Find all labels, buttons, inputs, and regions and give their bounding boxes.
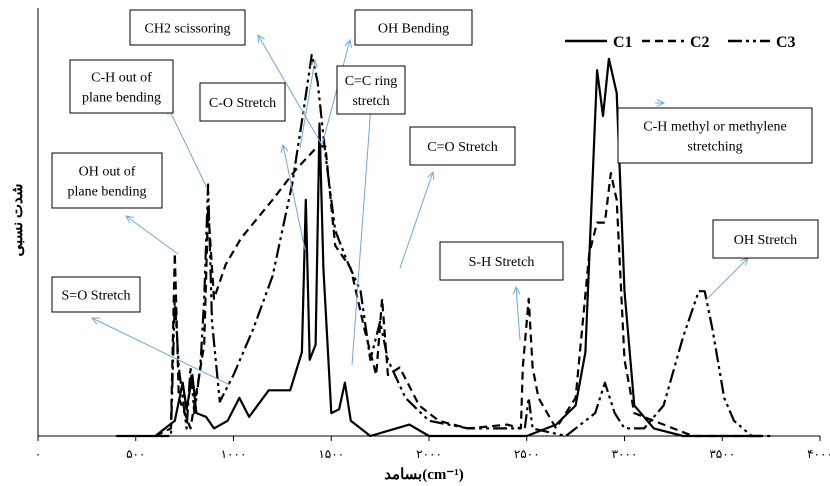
annotation-arrow: [167, 106, 208, 189]
annotation-text: stretch: [352, 94, 389, 109]
legend: C1 C2 C3: [565, 34, 796, 51]
annotation-boxes: CH2 scissoring OH Bending C-H out of plane …: [51, 9, 819, 313]
annotation-text: C-O Stretch: [209, 96, 276, 111]
y-axis-title: شدت نسبی: [10, 184, 26, 257]
annotation-arrow: [125, 215, 179, 255]
x-tick-label: ۳۵۰۰: [709, 447, 735, 461]
x-tick-label: ۱۵۰۰: [318, 447, 344, 461]
annotation-text: OH Stretch: [734, 233, 797, 248]
annotation-arrow: [705, 257, 749, 301]
annotation-ohstretch: OH Stretch: [712, 219, 819, 259]
annotation-so: S=O Stretch: [51, 276, 141, 313]
annotation-arrowhead: [125, 215, 134, 224]
x-tick-label: ۳۰۰۰: [612, 447, 638, 461]
annotation-arrowhead: [257, 34, 265, 44]
annotation-co: C-O Stretch: [199, 82, 286, 122]
annotation-cdo: C=O Stretch: [409, 126, 516, 166]
annotation-arrowhead: [344, 38, 352, 48]
annotation-arrowhead: [427, 170, 435, 181]
legend-label-c1: C1: [613, 34, 633, 51]
annotation-arrow: [299, 59, 316, 149]
annotation-ccring: C=C ring stretch: [336, 65, 406, 115]
annotation-box: [199, 82, 286, 122]
annotation-text: OH Bending: [378, 22, 449, 37]
series-line-c3: [155, 53, 772, 438]
annotation-sh: S-H Stretch: [439, 241, 564, 281]
annotation-arrowhead: [656, 99, 666, 107]
annotation-box: [439, 241, 564, 281]
legend-label-c3: C3: [776, 34, 796, 51]
annotation-box: [617, 107, 813, 164]
annotation-text: C-H out of: [91, 71, 152, 86]
annotation-ch2: CH2 scissoring: [129, 9, 246, 46]
annotation-box: [69, 59, 174, 114]
annotation-box: [354, 9, 473, 46]
annotation-chmethyl: C-H methyl or methylene stretching: [617, 107, 813, 164]
x-tick-label: ۱۰۰۰: [221, 447, 247, 461]
annotation-arrowhead: [90, 317, 101, 325]
annotation-text: plane bending: [68, 185, 147, 200]
series-line-c2: [154, 145, 762, 438]
annotation-text: C=O Stretch: [427, 140, 498, 155]
annotation-choop: C-H out of plane bending: [69, 59, 174, 114]
annotation-text: OH out of: [79, 165, 136, 180]
x-tick-label: ۲۵۰۰: [514, 447, 540, 461]
legend-label-c2: C2: [690, 34, 710, 51]
annotation-text: S=O Stretch: [62, 289, 131, 304]
x-tick-label: ۴۰۰۰: [807, 447, 830, 461]
x-tick-group: ۰ ۵۰۰ ۱۰۰۰ ۱۵۰۰ ۲۰۰۰ ۲۵۰۰ ۳۰۰۰ ۳۵۰۰ ۴۰۰۰: [35, 436, 830, 461]
x-tick-label: ۵۰۰: [126, 447, 145, 461]
annotation-arrow: [257, 34, 323, 146]
x-tick-label: ۰: [35, 447, 41, 461]
annotation-arrow: [351, 77, 374, 366]
annotation-text: C-H methyl or methylene: [643, 120, 786, 135]
x-axis-title: بسامد(cm⁻¹): [384, 467, 464, 483]
annotation-arrow: [399, 171, 434, 269]
series-group: [116, 53, 772, 438]
annotation-text: stretching: [687, 140, 742, 155]
annotation-arrowhead: [309, 58, 318, 68]
annotation-ohoop: OH out of plane bending: [51, 152, 163, 209]
annotation-arrowhead: [280, 143, 289, 153]
annotation-box: [336, 65, 406, 115]
annotation-box: [51, 276, 141, 313]
annotation-box: [51, 152, 163, 209]
annotation-arrows: [90, 34, 749, 386]
x-tick-label: ۲۰۰۰: [416, 447, 442, 461]
annotation-arrow: [91, 317, 231, 386]
annotation-text: C=C ring: [345, 74, 398, 89]
series-line-c1: [116, 57, 762, 438]
annotation-arrow: [282, 144, 306, 251]
annotation-text: CH2 scissoring: [145, 22, 231, 37]
annotation-arrow: [321, 39, 351, 146]
annotation-text: S-H Stretch: [469, 255, 535, 270]
annotation-box: [712, 219, 819, 259]
annotation-text: plane bending: [82, 91, 161, 106]
annotation-ohbend: OH Bending: [354, 9, 473, 46]
annotation-arrowhead: [512, 285, 521, 295]
annotation-box: [129, 9, 246, 46]
annotation-box: [409, 126, 516, 166]
annotation-arrow: [515, 286, 521, 341]
